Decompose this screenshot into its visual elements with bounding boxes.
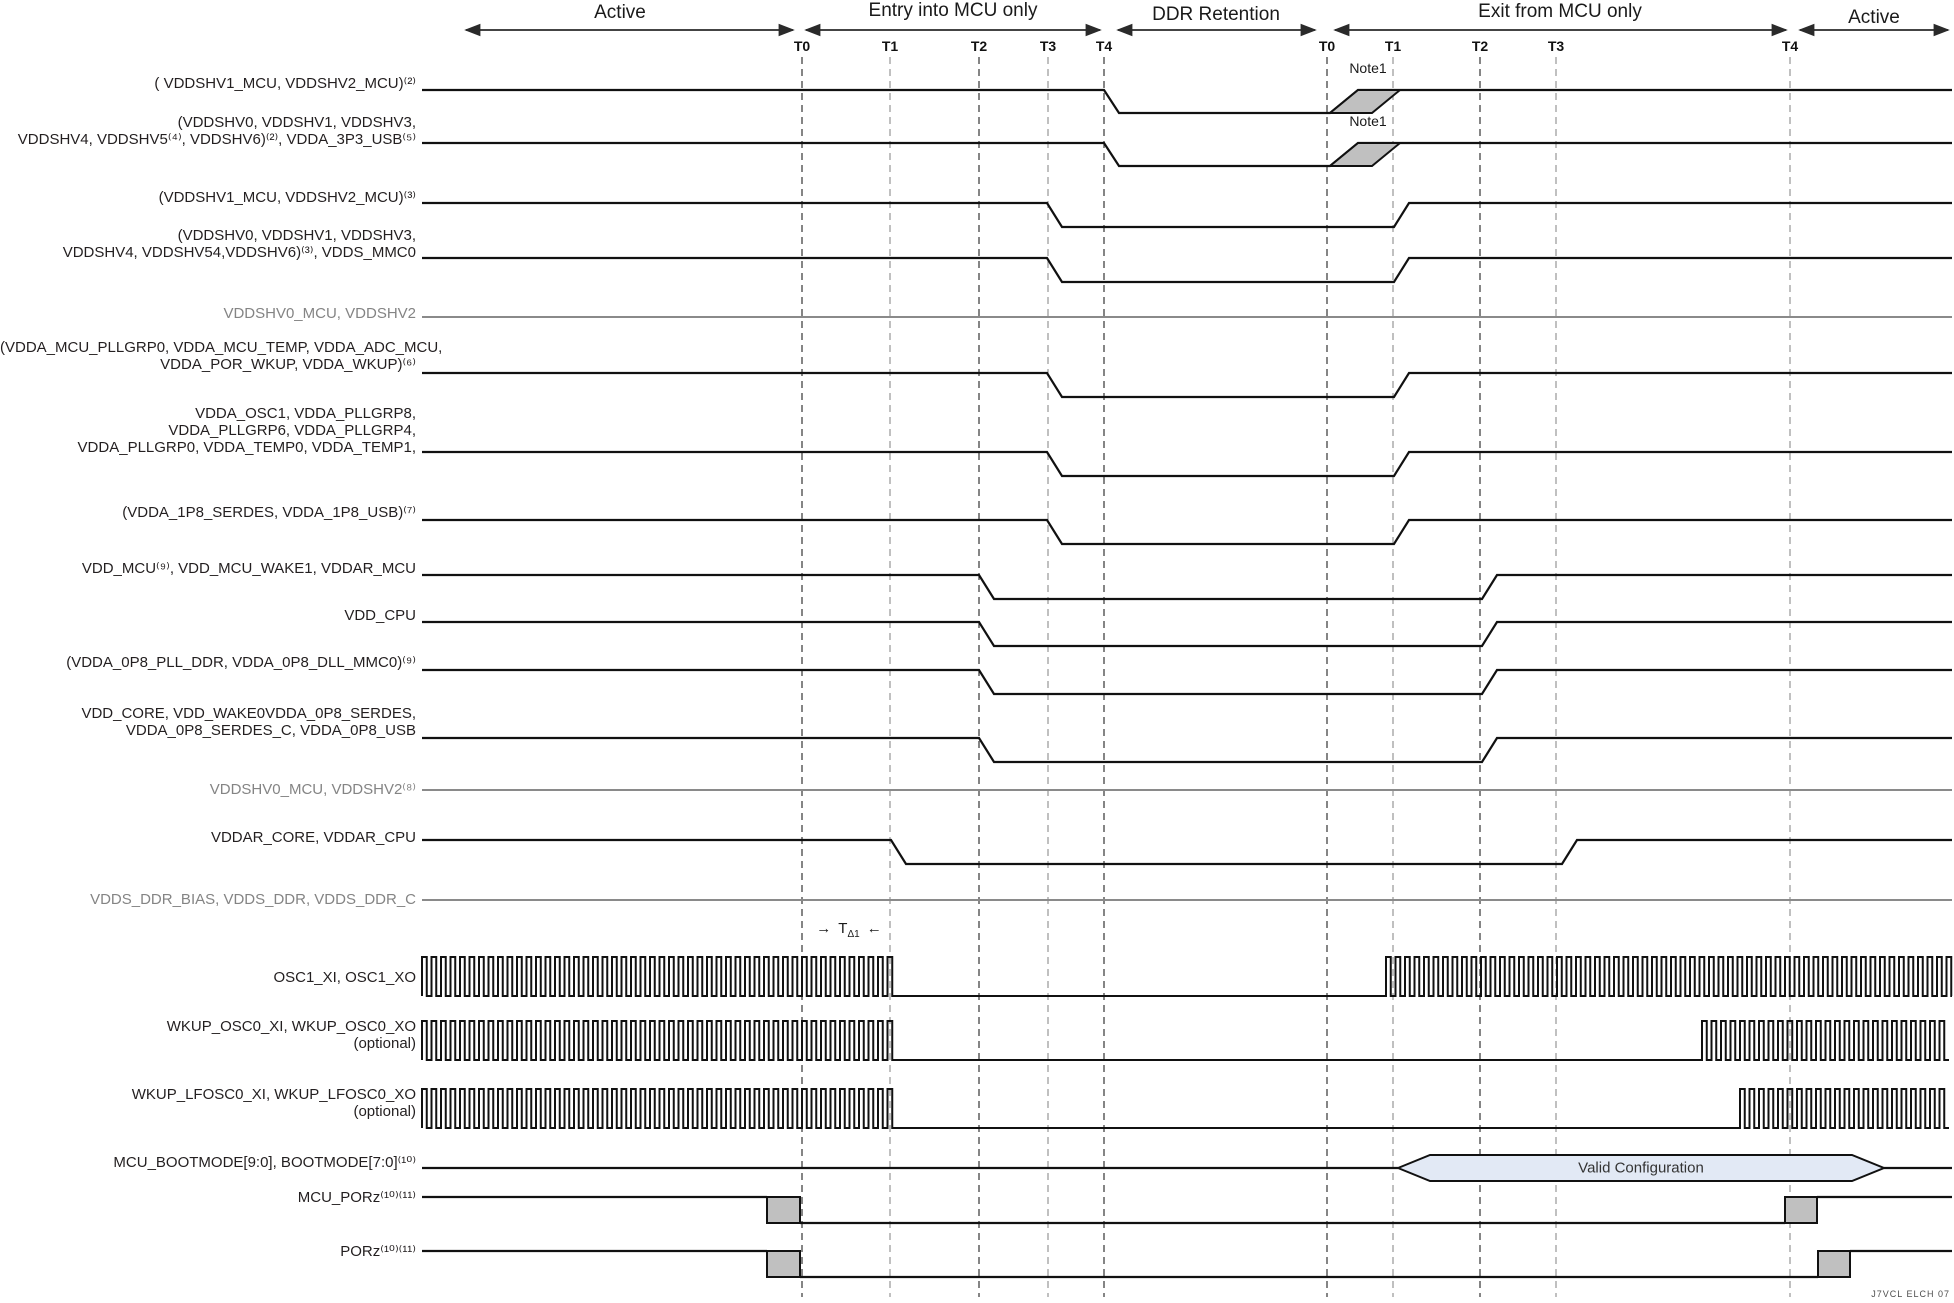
signal-label-line: VDDA_PLLGRP0, VDDA_TEMP0, VDDA_TEMP1, [77,438,416,456]
signal-label-vddshv-group-2-vdda-3p3-usb: (VDDSHV0, VDDSHV1, VDDSHV3, VDDSHV4, VDDS… [0,114,416,148]
t-delta1-annotation: → TΔ1 ← [806,920,892,940]
wave-vdd-cpu [422,620,1952,648]
signal-label-vdda-osc-pllgrp-temp-group: VDDA_OSC1, VDDA_PLLGRP8, VDDA_PLLGRP6, VD… [0,405,416,456]
note1-ramp-region [1327,89,1403,114]
tick-label: T3 [1039,38,1057,54]
signal-label-line: (VDDA_1P8_SERDES, VDDA_1P8_USB)⁽⁷⁾ [122,503,416,521]
signal-label-line: ( VDDSHV1_MCU, VDDSHV2_MCU)⁽²⁾ [154,74,416,92]
wave-vddshv1-mcu-vddshv2-mcu-2 [422,88,1952,115]
signal-label-line: VDDAR_CORE, VDDAR_CPU [210,828,416,846]
signal-label-line: VDDA_0P8_SERDES_C, VDDA_0P8_USB [125,722,416,739]
region-label: Active [1848,7,1900,28]
signal-label-line: PORz⁽¹⁰⁾⁽¹¹⁾ [340,1242,416,1260]
wave-wkup-lfosc0-xi-xo [421,1088,1949,1129]
signal-label-vddshv0-mcu-vddshv2-8: VDDSHV0_MCU, VDDSHV2⁽⁸⁾ [0,781,416,798]
tick-label: T4 [1781,38,1799,54]
tick-label: T1 [881,38,899,54]
wave-vdd-mcu-wake1-vddar-mcu [422,573,1952,601]
signal-label-line: OSC1_XI, OSC1_XO [273,968,416,986]
valid-configuration-label: Valid Configuration [1578,1159,1704,1177]
signal-label-wkup-lfosc0-xi-xo: WKUP_LFOSC0_XI, WKUP_LFOSC0_XO (optional) [0,1086,416,1120]
tick-label: T2 [970,38,988,54]
signal-label-vddar-core-vddar-cpu: VDDAR_CORE, VDDAR_CPU [0,829,416,846]
tick-label: T1 [1384,38,1402,54]
signal-label-osc1-xi-xo: OSC1_XI, OSC1_XO [0,969,416,986]
signal-label-vddshv-group-3-vdds-mmc0: (VDDSHV0, VDDSHV1, VDDSHV3, VDDSHV4, VDDS… [0,227,416,261]
signal-label-line: (VDDSHV0, VDDSHV1, VDDSHV3, [177,114,416,131]
signal-label-line: VDDSHV0_MCU, VDDSHV2 [223,304,416,322]
signal-label-line: VDDSHV4, VDDSHV5⁽⁴⁾, VDDSHV6)⁽²⁾, VDDA_3… [17,131,416,148]
wave-vdda-mcu-group-6 [422,371,1952,399]
t-delta1-label: TΔ1 [838,920,860,940]
signal-label-line: VDDA_OSC1, VDDA_PLLGRP8, [195,404,416,422]
signal-label-line: (VDDA_0P8_PLL_DDR, VDDA_0P8_DLL_MMC0)⁽⁹⁾ [66,653,416,671]
signal-label-vddshv0-mcu-vddshv2: VDDSHV0_MCU, VDDSHV2 [0,305,416,322]
signal-label-mcu-porz: MCU_PORz⁽¹⁰⁾⁽¹¹⁾ [0,1189,416,1206]
signal-label-line: VDD_CORE, VDD_WAKE0VDDA_0P8_SERDES, [81,705,416,722]
reset-pulse-box [766,1196,801,1224]
tick-label: T4 [1095,38,1113,54]
signal-label-line: MCU_PORz⁽¹⁰⁾⁽¹¹⁾ [297,1188,416,1206]
signal-label-line: (VDDSHV0, VDDSHV1, VDDSHV3, [177,227,416,244]
wave-wkup-osc0-xi-xo [421,1020,1949,1061]
wave-vddshv1-mcu-vddshv2-mcu-3 [422,201,1952,229]
region-label: Exit from MCU only [1478,1,1642,22]
signal-label-line: VDDA_PLLGRP6, VDDA_PLLGRP4, [168,421,416,439]
wave-vdda-1p8-serdes-usb-7 [422,518,1952,546]
region-label: Active [594,2,646,23]
region-label: DDR Retention [1152,4,1280,25]
figure-code-watermark: J7VCL ELCH 07 [1871,1289,1950,1299]
signal-label-line: (optional) [353,1103,416,1120]
t-delta1-arrow-in-icon: → [816,920,832,937]
signal-label-vdda-1p8-serdes-usb-7: (VDDA_1P8_SERDES, VDDA_1P8_USB)⁽⁷⁾ [0,504,416,521]
signal-label-line: MCU_BOOTMODE[9:0], BOOTMODE[7:0]⁽¹⁰⁾ [113,1153,416,1171]
note1-label: Note1 [1349,60,1387,76]
signal-label-vdd-cpu: VDD_CPU [0,607,416,624]
signal-label-line: VDDS_DDR_BIAS, VDDS_DDR, VDDS_DDR_C [90,890,416,908]
signal-label-vddshv1-mcu-vddshv2-mcu-3: (VDDSHV1_MCU, VDDSHV2_MCU)⁽³⁾ [0,189,416,206]
signal-label-mcu-bootmode-bus: MCU_BOOTMODE[9:0], BOOTMODE[7:0]⁽¹⁰⁾ [0,1154,416,1171]
signal-label-vdda-mcu-group-6: (VDDA_MCU_PLLGRP0, VDDA_MCU_TEMP, VDDA_A… [0,339,443,373]
signal-label-vdda-0p8-pll-ddr-dll-mmc0-9: (VDDA_0P8_PLL_DDR, VDDA_0P8_DLL_MMC0)⁽⁹⁾ [0,654,416,671]
t-delta1-arrow-out-icon: ← [866,920,882,937]
wave-vdda-0p8-pll-ddr-dll-mmc0-9 [422,668,1952,696]
signal-label-vdds-ddr-group: VDDS_DDR_BIAS, VDDS_DDR, VDDS_DDR_C [0,891,416,908]
signal-label-line: (optional) [353,1035,416,1052]
signal-label-line: VDD_MCU⁽⁹⁾, VDD_MCU_WAKE1, VDDAR_MCU [81,559,416,577]
wave-osc1-xi-xo [421,956,1953,997]
signal-label-line: VDDA_POR_WKUP, VDDA_WKUP)⁽⁶⁾ [160,356,416,373]
signal-label-line: (VDDSHV1_MCU, VDDSHV2_MCU)⁽³⁾ [158,188,416,206]
wave-vdda-osc-pllgrp-temp-group [422,450,1952,478]
signal-label-line: WKUP_LFOSC0_XI, WKUP_LFOSC0_XO [131,1086,416,1103]
signal-label-line: VDD_CPU [344,606,416,624]
signal-label-line: WKUP_OSC0_XI, WKUP_OSC0_XO [166,1018,416,1035]
signal-label-porz: PORz⁽¹⁰⁾⁽¹¹⁾ [0,1243,416,1260]
wave-vddshv-group-3-vdds-mmc0 [422,256,1952,284]
wave-vddshv-group-2-vdda-3p3-usb [422,141,1952,168]
note1-label: Note1 [1349,113,1387,129]
valid-configuration-bus [1395,1154,1887,1182]
signal-label-vdd-mcu-wake1-vddar-mcu: VDD_MCU⁽⁹⁾, VDD_MCU_WAKE1, VDDAR_MCU [0,560,416,577]
reset-pulse-box [766,1250,801,1278]
signal-label-wkup-osc0-xi-xo: WKUP_OSC0_XI, WKUP_OSC0_XO (optional) [0,1018,416,1052]
reset-pulse-box [1817,1250,1851,1278]
wave-vddar-core-vddar-cpu [422,838,1952,866]
signal-label-line: (VDDA_MCU_PLLGRP0, VDDA_MCU_TEMP, VDDA_A… [0,339,443,356]
region-label: Entry into MCU only [868,0,1038,21]
tick-label: T0 [1318,38,1336,54]
signal-label-vddshv1-mcu-vddshv2-mcu-2: ( VDDSHV1_MCU, VDDSHV2_MCU)⁽²⁾ [0,75,416,92]
tick-label: T3 [1547,38,1565,54]
reset-pulse-box [1784,1196,1818,1224]
note1-ramp-region [1327,142,1403,167]
tick-label: T0 [793,38,811,54]
signal-label-line: VDDSHV0_MCU, VDDSHV2⁽⁸⁾ [209,780,416,798]
tick-label: T2 [1471,38,1489,54]
signal-label-line: VDDSHV4, VDDSHV54,VDDSHV6)⁽³⁾, VDDS_MMC0 [62,244,416,261]
signal-label-vdd-core-group: VDD_CORE, VDD_WAKE0VDDA_0P8_SERDES, VDDA_… [0,705,416,739]
wave-vdd-core-group [422,736,1952,764]
